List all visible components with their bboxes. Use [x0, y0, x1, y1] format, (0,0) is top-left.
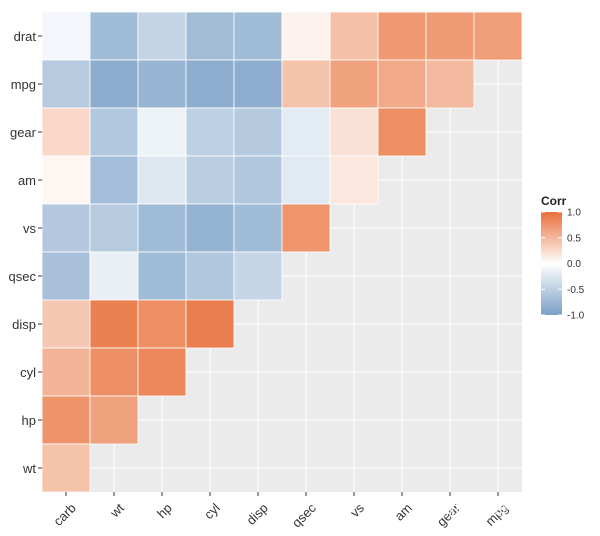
heatmap-tile-am-vs: [329, 155, 379, 205]
heatmap-tile-mpg-hp: [137, 59, 187, 109]
heatmap-tile-vs-qsec: [281, 203, 331, 253]
y-tick-label-drat: drat: [14, 29, 37, 44]
heatmap-tile-qsec-disp: [233, 251, 283, 301]
heatmap-tile-drat-mpg: [473, 11, 523, 61]
heatmap-tile-cyl-wt: [89, 347, 139, 397]
y-tick-label-cyl: cyl: [20, 365, 36, 380]
heatmap-tile-gear-cyl: [185, 107, 235, 157]
heatmap-tile-gear-disp: [233, 107, 283, 157]
heatmap-tile-mpg-gear: [425, 59, 475, 109]
x-tick-label-vs: vs: [347, 500, 367, 520]
heatmap-tile-mpg-qsec: [281, 59, 331, 109]
legend-tick-label: 0.5: [567, 233, 581, 244]
heatmap-tile-mpg-wt: [89, 59, 139, 109]
heatmap-tiles: [41, 11, 523, 493]
legend-tick-label: 1.0: [567, 208, 581, 219]
heatmap-tile-drat-am: [377, 11, 427, 61]
heatmap-tile-gear-vs: [329, 107, 379, 157]
heatmap-tile-drat-wt: [89, 11, 139, 61]
heatmap-tile-disp-cyl: [185, 299, 235, 349]
heatmap-tile-vs-wt: [89, 203, 139, 253]
heatmap-tile-disp-hp: [137, 299, 187, 349]
heatmap-tile-gear-hp: [137, 107, 187, 157]
heatmap-tile-vs-hp: [137, 203, 187, 253]
heatmap-tile-am-disp: [233, 155, 283, 205]
heatmap-tile-am-qsec: [281, 155, 331, 205]
x-tick-label-am: am: [392, 500, 415, 523]
heatmap-tile-drat-carb: [41, 11, 91, 61]
heatmap-tile-wt-carb: [41, 443, 91, 493]
legend-tick-label: -1.0: [567, 311, 585, 322]
heatmap-tile-gear-wt: [89, 107, 139, 157]
heatmap-tile-qsec-hp: [137, 251, 187, 301]
x-tick-label-cyl: cyl: [201, 500, 223, 522]
heatmap-tile-vs-disp: [233, 203, 283, 253]
x-tick-label-hp: hp: [154, 500, 175, 521]
x-axis: carb wt hp cyl disp qsec vs am gear mpg: [50, 492, 511, 530]
x-tick-label-disp: disp: [243, 500, 270, 527]
heatmap-tile-mpg-disp: [233, 59, 283, 109]
x-tick-label-carb: carb: [50, 500, 78, 528]
heatmap-tile-drat-disp: [233, 11, 283, 61]
watermark: 知乎 @地学万事屋: [444, 502, 569, 520]
heatmap-tile-mpg-carb: [41, 59, 91, 109]
heatmap-tile-drat-hp: [137, 11, 187, 61]
legend-colorbar: [541, 212, 562, 315]
legend-tick-label: -0.5: [567, 285, 585, 296]
heatmap-tile-gear-am: [377, 107, 427, 157]
y-axis: drat mpg gear am vs qsec disp cyl hp wt: [9, 29, 42, 476]
y-tick-label-hp: hp: [22, 413, 36, 428]
y-tick-label-qsec: qsec: [9, 269, 37, 284]
heatmap-tile-hp-wt: [89, 395, 139, 445]
heatmap-tile-vs-carb: [41, 203, 91, 253]
heatmap-tile-disp-wt: [89, 299, 139, 349]
legend-title: Corr: [541, 194, 567, 208]
heatmap-tile-drat-qsec: [281, 11, 331, 61]
y-tick-label-gear: gear: [10, 125, 37, 140]
heatmap-tile-qsec-carb: [41, 251, 91, 301]
heatmap-tile-qsec-wt: [89, 251, 139, 301]
legend: Corr 1.0 0.5 0.0 -0.5 -1.0: [541, 194, 585, 322]
heatmap-tile-am-cyl: [185, 155, 235, 205]
heatmap-tile-disp-carb: [41, 299, 91, 349]
heatmap-tile-am-wt: [89, 155, 139, 205]
heatmap-tile-gear-qsec: [281, 107, 331, 157]
y-tick-label-wt: wt: [22, 461, 36, 476]
heatmap-tile-qsec-cyl: [185, 251, 235, 301]
legend-tick-label: 0.0: [567, 259, 581, 270]
y-tick-label-disp: disp: [12, 317, 36, 332]
heatmap-tile-am-hp: [137, 155, 187, 205]
heatmap-tile-hp-carb: [41, 395, 91, 445]
x-tick-label-qsec: qsec: [289, 500, 319, 530]
heatmap-tile-drat-gear: [425, 11, 475, 61]
y-tick-label-vs: vs: [23, 221, 37, 236]
heatmap-tile-vs-cyl: [185, 203, 235, 253]
heatmap-tile-am-carb: [41, 155, 91, 205]
heatmap-tile-mpg-cyl: [185, 59, 235, 109]
heatmap-tile-drat-cyl: [185, 11, 235, 61]
y-tick-label-mpg: mpg: [11, 77, 36, 92]
heatmap-tile-drat-vs: [329, 11, 379, 61]
heatmap-tile-cyl-carb: [41, 347, 91, 397]
y-tick-label-am: am: [18, 173, 36, 188]
heatmap-tile-mpg-vs: [329, 59, 379, 109]
heatmap-tile-gear-carb: [41, 107, 91, 157]
x-tick-label-wt: wt: [106, 500, 127, 521]
heatmap-tile-mpg-am: [377, 59, 427, 109]
heatmap-tile-cyl-hp: [137, 347, 187, 397]
